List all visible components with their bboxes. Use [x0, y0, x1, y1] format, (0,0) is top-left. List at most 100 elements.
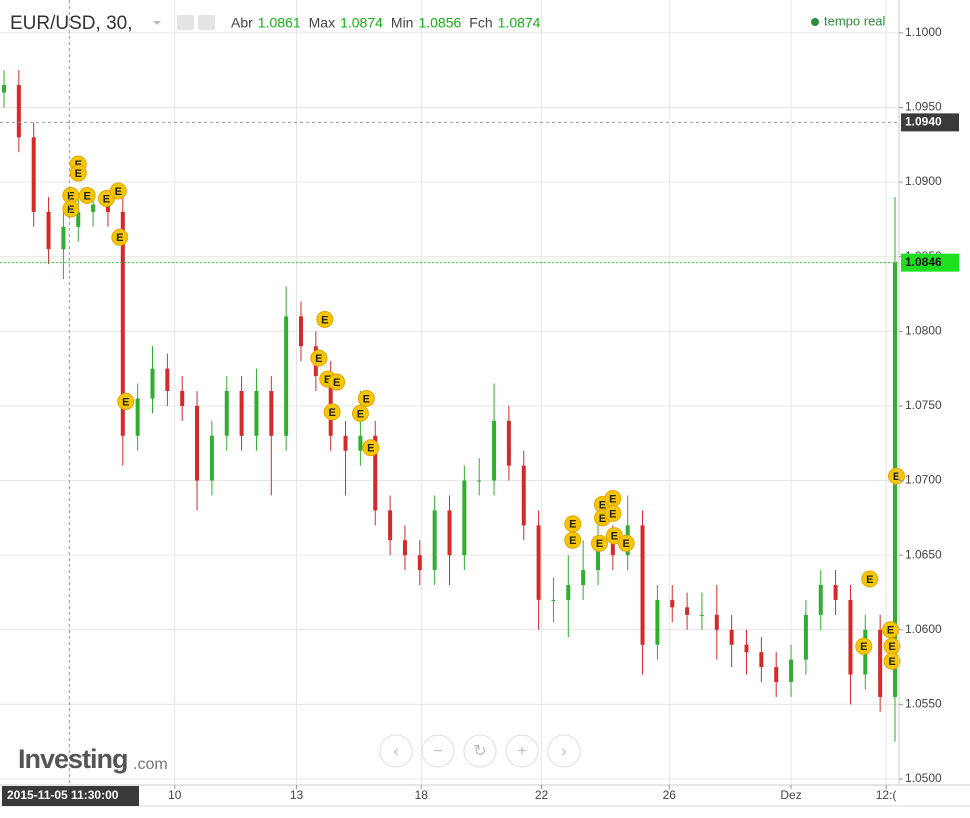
candle-body	[16, 85, 21, 138]
candle-body	[269, 391, 274, 436]
candle-body	[120, 211, 125, 436]
candle-body	[670, 599, 675, 608]
x-tick-label: 12:(	[876, 788, 897, 802]
y-tick-label: 1.0750	[905, 398, 942, 412]
candle-body	[61, 226, 66, 250]
scroll-right-button[interactable]	[547, 734, 581, 768]
eye-icon[interactable]	[177, 15, 194, 30]
event-label: E	[116, 232, 123, 244]
candle-body	[180, 391, 185, 406]
y-tick-label: 1.0600	[905, 622, 942, 636]
candle-body	[833, 585, 838, 600]
summary-label: Min	[391, 15, 414, 31]
x-tick-label: Dez	[780, 788, 801, 802]
event-marker	[861, 570, 879, 588]
event-label: E	[67, 204, 74, 216]
event-label: E	[888, 656, 895, 668]
candle-body	[239, 391, 244, 436]
candle-body	[195, 405, 200, 481]
event-marker	[357, 389, 375, 407]
candle-body	[759, 652, 764, 668]
crosshair-x-label: 2015-11-05 11:30:00	[7, 788, 119, 802]
candle-body	[91, 204, 96, 212]
event-marker	[323, 403, 341, 421]
candle-body	[640, 525, 645, 645]
status-dot	[811, 18, 819, 26]
candle-body	[46, 211, 51, 250]
candle-body	[31, 137, 36, 212]
dropdown-caret[interactable]	[153, 21, 161, 25]
event-label: E	[599, 513, 606, 525]
summary-label: Fch	[469, 15, 492, 31]
event-label: E	[321, 314, 328, 326]
summary-value: 1.0856	[418, 15, 461, 31]
candle-body	[373, 435, 378, 511]
x-tick-label: 18	[415, 788, 429, 802]
event-marker	[117, 392, 135, 410]
candle-body	[224, 391, 229, 436]
event-label: E	[596, 538, 603, 550]
x-tick-label: 13	[290, 788, 304, 802]
candle-body	[506, 420, 511, 466]
chart-title: EUR/USD, 30,	[10, 13, 132, 34]
candle-body	[789, 659, 794, 683]
candle-body	[818, 585, 823, 615]
candle-body	[492, 420, 497, 481]
zoom-out-button[interactable]	[421, 734, 455, 768]
candle-body	[848, 599, 853, 675]
event-marker	[590, 534, 608, 552]
candle-body	[774, 667, 779, 683]
candle-body	[536, 525, 541, 600]
crosshair-x-box	[2, 786, 139, 806]
ohlc-summary: Abr 1.0861 Max 1.0874 Min 1.0856 Fch 1.0874	[231, 15, 541, 31]
event-label: E	[324, 374, 331, 386]
event-label: E	[315, 353, 322, 365]
candle-body	[2, 85, 6, 93]
y-tick-label: 1.1000	[905, 25, 942, 39]
event-label: E	[363, 393, 370, 405]
candle-body	[521, 465, 526, 526]
candle-body	[655, 599, 660, 645]
x-tick-label: 10	[168, 788, 182, 802]
candle-body	[388, 510, 393, 541]
candle-body	[685, 607, 690, 615]
candle-body	[358, 435, 363, 451]
event-marker	[328, 373, 346, 391]
event-marker	[316, 310, 334, 328]
candle-body	[566, 585, 571, 600]
event-label: E	[83, 190, 90, 202]
candle-body	[150, 368, 155, 399]
event-label: E	[333, 377, 340, 389]
reset-button[interactable]	[463, 734, 497, 768]
candle-body	[165, 368, 170, 392]
scroll-left-button[interactable]	[379, 734, 413, 768]
grid	[0, 0, 899, 785]
event-marker	[62, 200, 80, 218]
event-marker	[69, 164, 87, 182]
event-label: E	[887, 625, 894, 637]
event-label: E	[860, 641, 867, 653]
event-label: E	[893, 471, 900, 483]
event-label: E	[609, 493, 616, 505]
last-price-box	[901, 253, 959, 272]
settings-icon[interactable]	[198, 15, 215, 30]
zoom-in-button[interactable]	[505, 734, 539, 768]
candle-body	[596, 540, 600, 571]
button-icon: ↻	[473, 743, 486, 760]
event-label: E	[569, 519, 576, 531]
candle-body	[699, 614, 704, 616]
event-label: E	[611, 531, 618, 543]
y-tick-label: 1.0950	[905, 100, 942, 114]
summary-label: Abr	[231, 15, 253, 31]
candle-body	[477, 480, 482, 482]
event-label: E	[103, 193, 110, 205]
candle-body	[714, 614, 719, 630]
nav-buttons: ‹ − ↻ + ›	[379, 734, 581, 768]
button-icon: +	[517, 743, 526, 760]
candle-body	[254, 391, 259, 436]
candle-body	[581, 570, 586, 586]
event-label: E	[609, 508, 616, 520]
event-label: E	[599, 499, 606, 511]
